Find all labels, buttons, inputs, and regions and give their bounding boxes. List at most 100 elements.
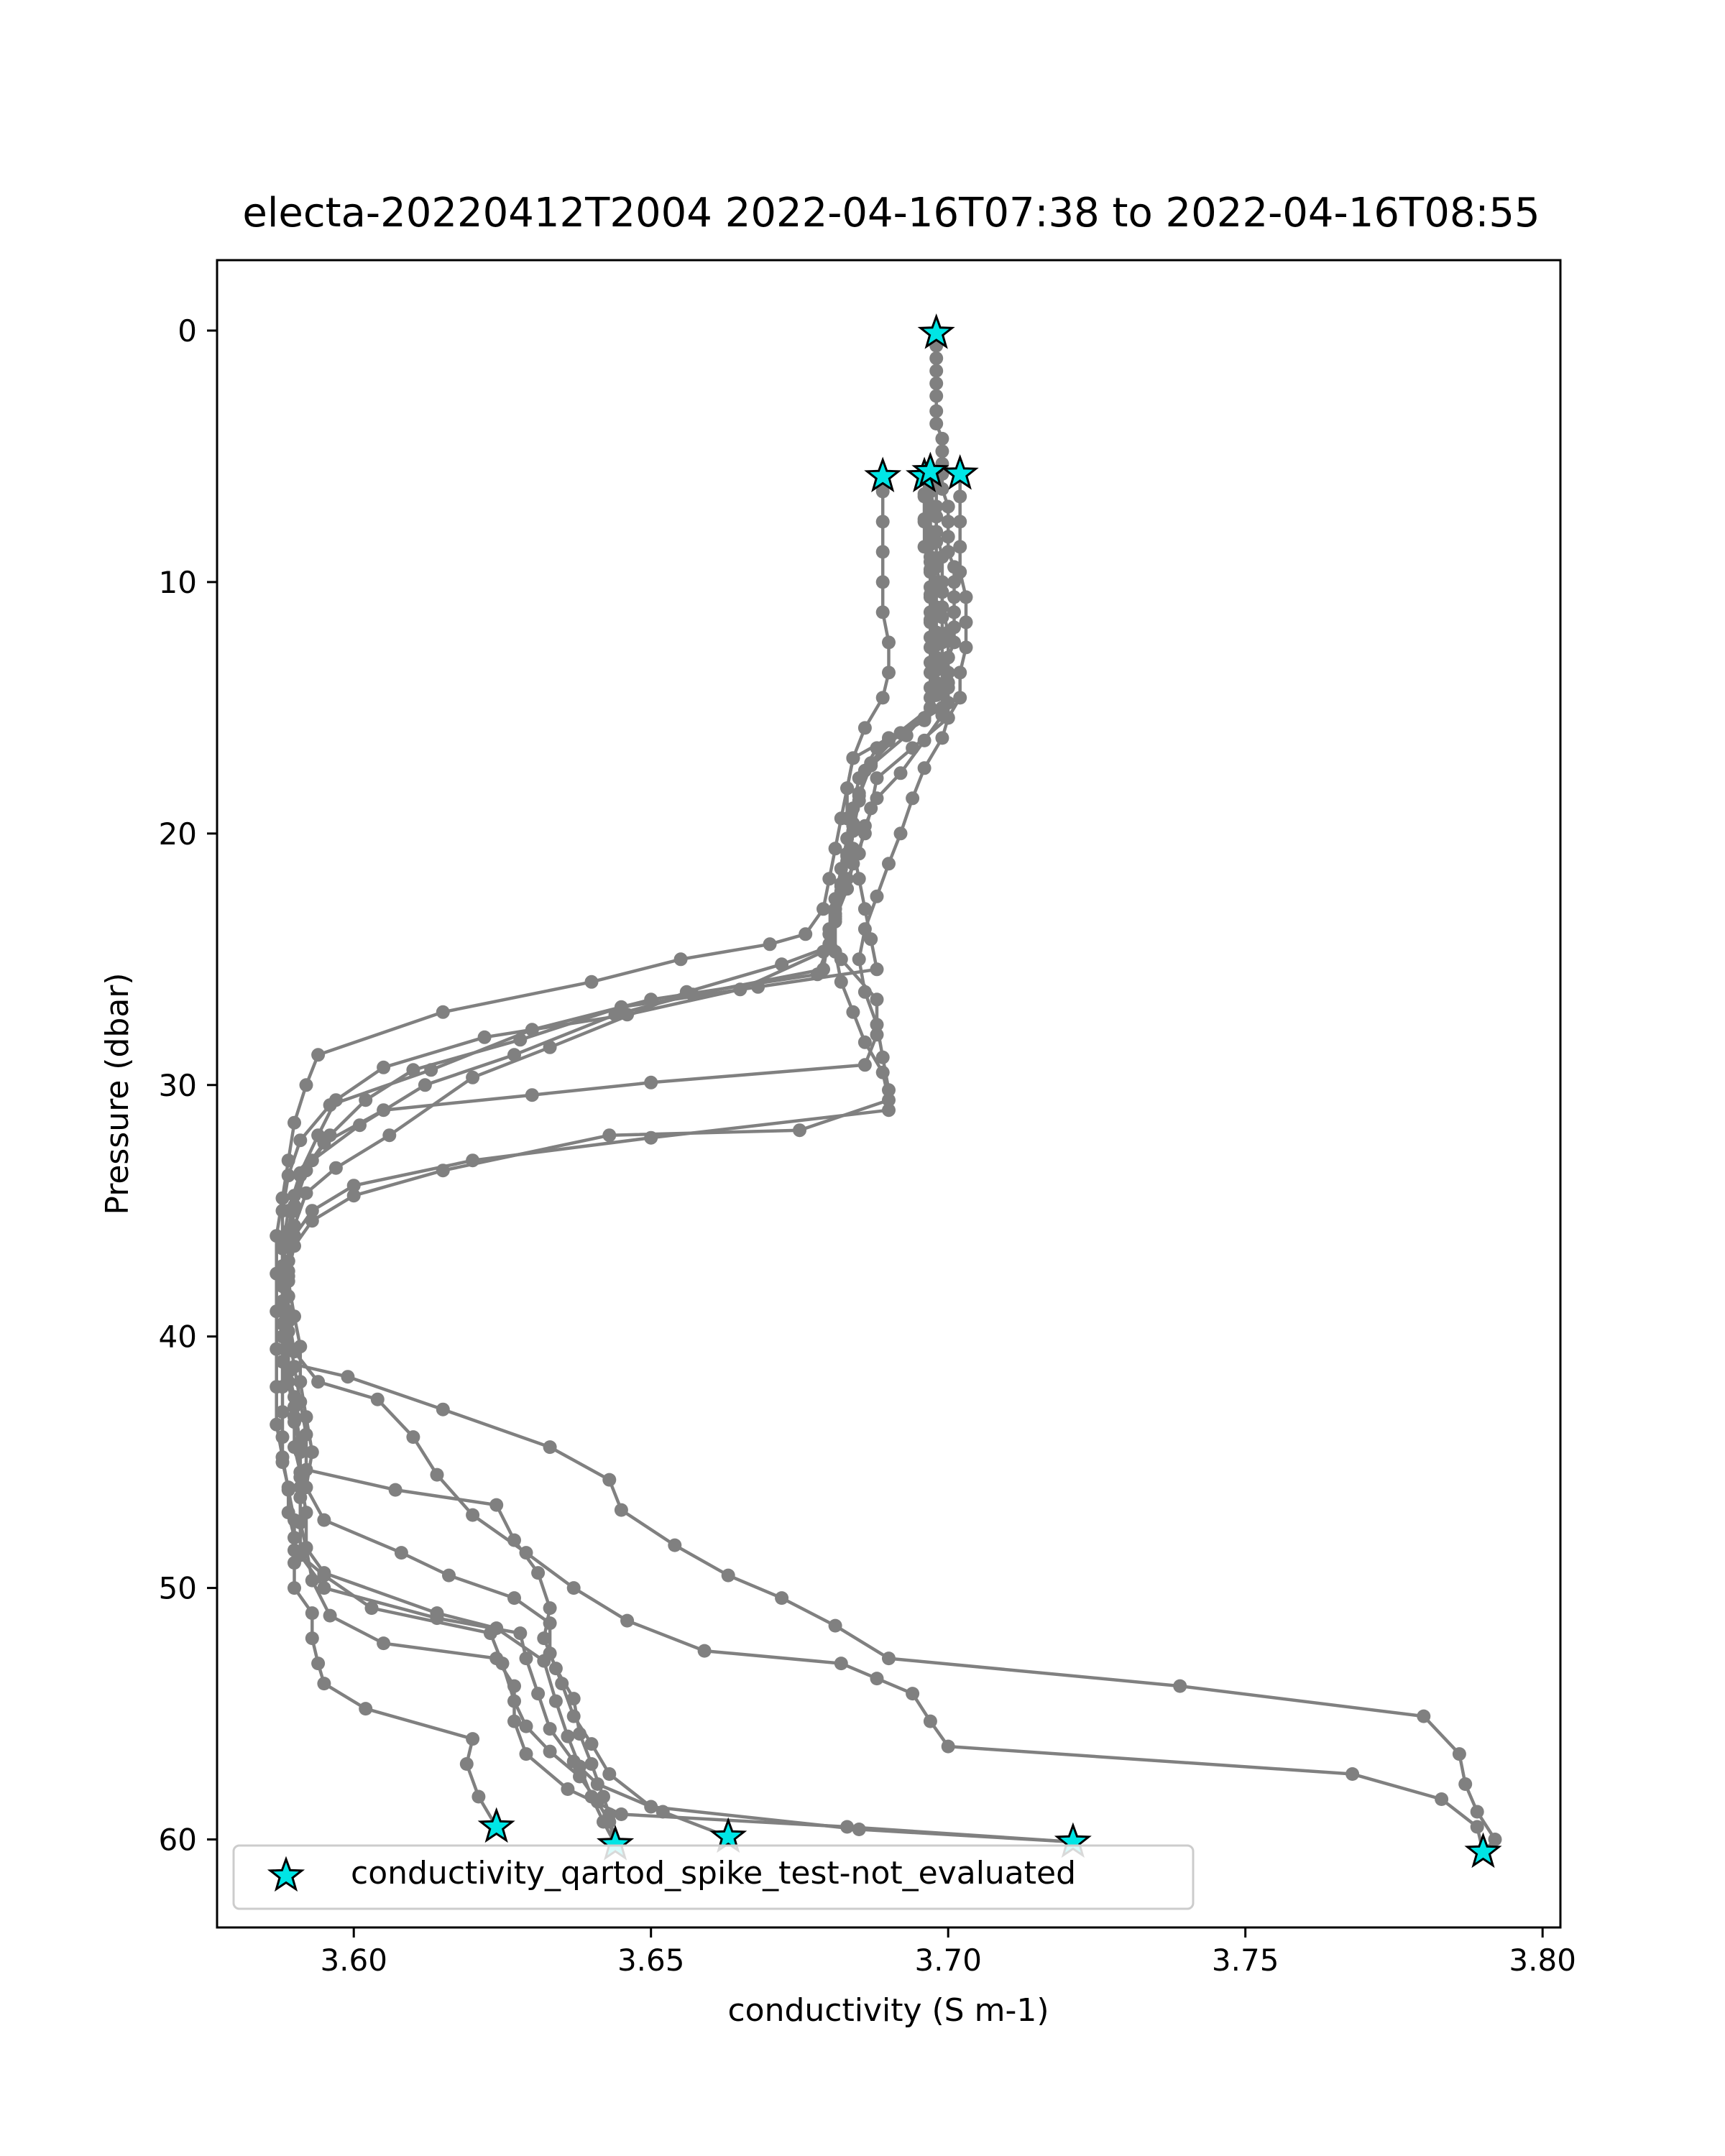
profile-point xyxy=(857,826,872,841)
profile-point xyxy=(870,1028,884,1042)
profile-point xyxy=(828,842,842,856)
chart-title: electa-20220412T2004 2022-04-16T07:38 to… xyxy=(242,190,1540,236)
profile-point xyxy=(668,1538,682,1552)
y-tick-label: 20 xyxy=(159,816,197,852)
profile-point xyxy=(543,1601,557,1616)
profile-point xyxy=(525,1088,539,1102)
profile-point xyxy=(929,351,944,365)
profile-point xyxy=(959,615,973,630)
profile-point xyxy=(882,665,896,680)
profile-point xyxy=(644,1075,658,1089)
profile-point xyxy=(953,691,967,705)
y-axis: 0 10 20 30 40 50 60 xyxy=(159,313,217,1858)
profile-point xyxy=(305,1204,319,1218)
flagged-point-marker xyxy=(941,453,979,490)
profile-point xyxy=(935,444,949,459)
profile-point xyxy=(875,1065,890,1079)
profile-point xyxy=(507,1714,521,1728)
profile-point xyxy=(442,1568,456,1583)
profile-point xyxy=(875,691,890,705)
profile-point xyxy=(328,1161,343,1175)
profile-point xyxy=(857,902,872,916)
profile-point xyxy=(418,1078,432,1092)
legend-star-icon xyxy=(267,1856,305,1892)
profile-point xyxy=(775,1591,789,1606)
profile-point xyxy=(317,1135,331,1150)
profile-point xyxy=(834,975,848,989)
profile-point xyxy=(906,741,920,755)
profile-point xyxy=(566,1581,581,1595)
profile-point xyxy=(543,1722,557,1736)
profile-point xyxy=(953,540,967,554)
profile-point xyxy=(299,1078,313,1092)
profile-point xyxy=(436,1005,450,1019)
profile-point xyxy=(436,1164,450,1178)
y-tick-label: 40 xyxy=(159,1319,197,1355)
profile-point xyxy=(882,733,896,747)
profile-point xyxy=(1470,1820,1484,1834)
profile-point xyxy=(584,975,599,989)
profile-point xyxy=(561,1782,575,1796)
profile-point xyxy=(317,1513,331,1527)
profile-point xyxy=(561,1729,575,1743)
profile-point xyxy=(935,731,949,745)
profile-point xyxy=(929,625,944,640)
profile-point xyxy=(947,590,961,604)
legend: conductivity_qartod_spike_test-not_evalu… xyxy=(232,1844,1195,1910)
profile-point xyxy=(359,1702,373,1716)
profile-point xyxy=(299,1480,313,1495)
profile-point xyxy=(1470,1805,1484,1819)
profile-point xyxy=(489,1498,504,1512)
profile-point xyxy=(923,525,937,539)
flagged-point-marker xyxy=(709,1817,748,1853)
profile-point xyxy=(573,1759,586,1774)
profile-point xyxy=(644,1800,658,1814)
profile-point xyxy=(929,600,944,614)
plot-area xyxy=(216,259,1562,1929)
profile-point xyxy=(929,650,944,665)
profile-point xyxy=(810,967,824,982)
profile-point xyxy=(870,889,884,903)
flagged-points-layer xyxy=(477,313,1502,1869)
profile-point xyxy=(953,515,967,529)
profile-point xyxy=(323,1098,337,1112)
profile-point xyxy=(299,1506,313,1520)
profile-point xyxy=(305,1214,319,1228)
profile-point xyxy=(793,1123,806,1138)
profile-point xyxy=(857,763,872,778)
profile-point xyxy=(852,872,866,886)
profile-point xyxy=(1488,1833,1502,1846)
profile-point xyxy=(406,1430,420,1445)
profile-point xyxy=(531,1687,546,1701)
y-tick-label: 50 xyxy=(159,1571,197,1606)
profile-point xyxy=(299,1427,313,1442)
profile-point xyxy=(299,1541,313,1555)
profile-point xyxy=(1173,1679,1187,1693)
y-tick-label: 0 xyxy=(178,313,197,349)
profile-point xyxy=(270,1229,284,1243)
profile-point xyxy=(882,1103,896,1118)
profile-point xyxy=(584,1757,599,1771)
profile-point xyxy=(346,1189,361,1203)
profile-point xyxy=(543,1040,557,1054)
profile-point xyxy=(852,952,866,967)
profile-point xyxy=(620,1613,635,1628)
profile-point xyxy=(857,1058,872,1072)
profile-point xyxy=(394,1546,408,1560)
profile-point xyxy=(935,550,949,564)
profile-point xyxy=(864,801,878,816)
profile-point xyxy=(828,914,842,929)
profile-point xyxy=(548,1694,563,1708)
profile-point xyxy=(1435,1792,1449,1806)
profile-point xyxy=(507,1591,521,1606)
profile-point xyxy=(857,1035,872,1049)
profile-point xyxy=(875,545,890,559)
profile-point xyxy=(870,1672,884,1686)
profile-point xyxy=(1417,1709,1431,1723)
profile-point xyxy=(935,701,949,715)
profile-point xyxy=(584,1789,599,1804)
profile-point xyxy=(846,751,860,765)
profile-point xyxy=(882,857,896,871)
profile-point xyxy=(507,1679,521,1693)
profile-point xyxy=(941,676,955,690)
